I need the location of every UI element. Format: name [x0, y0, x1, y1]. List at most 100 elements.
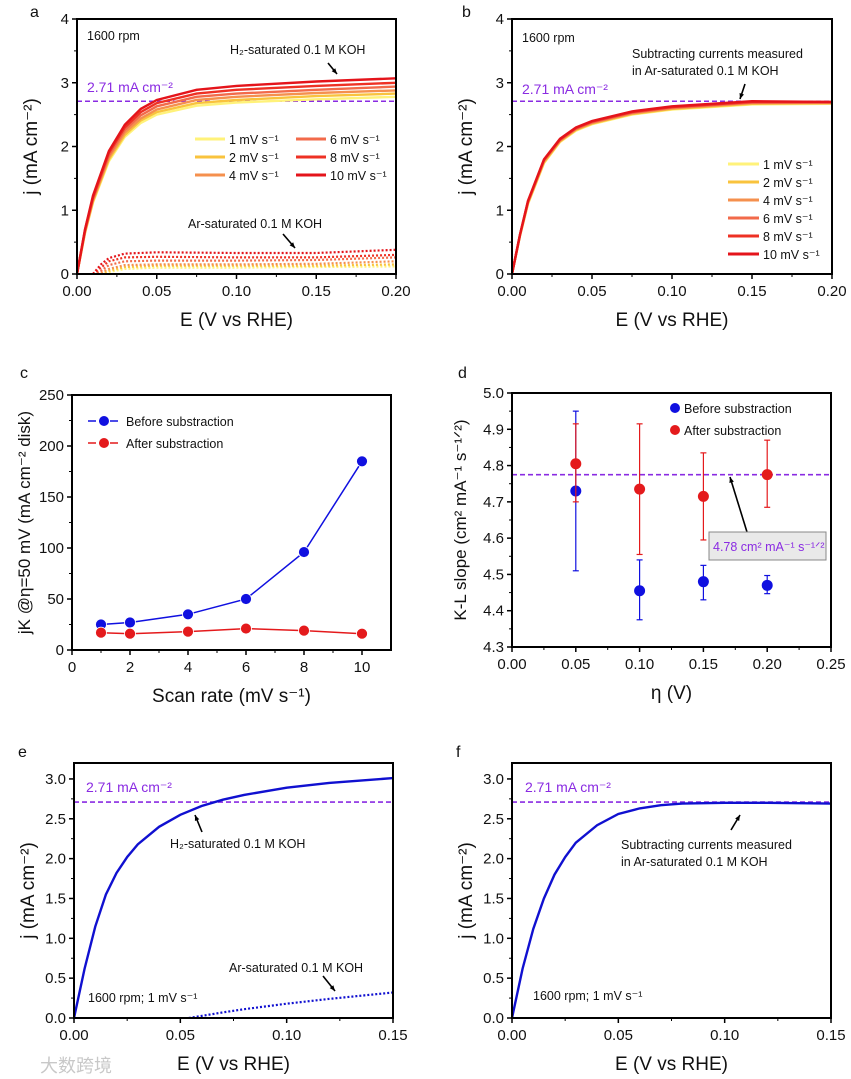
data-point	[697, 576, 709, 588]
x-tick-label: 8	[300, 659, 308, 676]
y-tick-label: 0.5	[483, 970, 504, 987]
y-tick-label: 3	[496, 75, 504, 92]
y-tick-label: 1	[61, 202, 69, 219]
legend-label: After substraction	[126, 437, 223, 451]
x-tick-label: 0.00	[497, 1027, 526, 1044]
y-tick-label: 0	[496, 266, 504, 283]
annotation-rpm: 1600 rpm	[87, 29, 140, 43]
legend-label: 2 mV s⁻¹	[763, 176, 813, 190]
plot-frame	[511, 762, 832, 1019]
y-tick-label: 4.9	[483, 421, 504, 438]
panel-d: d	[458, 365, 832, 652]
panel-label: a	[30, 4, 39, 21]
y-tick-label: 4.3	[483, 639, 504, 656]
x-tick-label: 0.10	[625, 656, 654, 673]
x-tick-label: 0.05	[577, 283, 606, 300]
y-tick-label: 2	[61, 139, 69, 156]
x-tick-label: 0.10	[222, 283, 251, 300]
y-tick-label: 0.0	[45, 1010, 66, 1027]
annotation-h2: H₂-saturated 0.1 M KOH	[170, 837, 305, 851]
y-axis-title: K-L slope (cm² mA⁻¹ s⁻¹ᐟ²)	[451, 419, 470, 620]
annotation-rpm: 1600 rpm	[522, 31, 575, 45]
legend-marker	[99, 416, 109, 426]
panel-label: b	[462, 4, 471, 21]
legend-label: 10 mV s⁻¹	[330, 169, 387, 183]
data-point	[182, 625, 194, 638]
x-tick-label: 0.05	[604, 1027, 633, 1044]
ar-series-line	[92, 253, 396, 274]
x-tick-label: 0.10	[657, 283, 686, 300]
arrow-head-icon	[729, 477, 734, 483]
series-line	[100, 460, 363, 626]
y-tick-label: 4.7	[483, 494, 504, 511]
x-tick-label: 4	[184, 659, 192, 676]
plot-frame	[511, 18, 833, 275]
x-tick-label: 0.15	[689, 656, 718, 673]
y-tick-label: 2.0	[45, 851, 66, 868]
y-tick-label: 250	[39, 387, 64, 404]
data-point	[240, 622, 252, 635]
y-tick-label: 4	[496, 11, 504, 28]
panel-f: f	[456, 744, 832, 1023]
plot-area	[512, 99, 832, 274]
y-tick-label: 1	[496, 202, 504, 219]
x-axis-title: η (V)	[651, 683, 692, 704]
y-axis-title: j (mA cm⁻²)	[21, 98, 42, 196]
y-tick-label: 0	[61, 266, 69, 283]
x-tick-label: 0.15	[737, 283, 766, 300]
ar-series-line	[92, 256, 396, 274]
x-tick-label: 0.20	[817, 283, 846, 300]
x-tick-label: 0.20	[381, 283, 410, 300]
data-point	[356, 455, 368, 468]
reference-label: 2.71 mA cm⁻²	[86, 779, 172, 795]
x-tick-label: 0.25	[816, 656, 845, 673]
x-tick-label: 0.00	[59, 1027, 88, 1044]
x-axis-title: E (V vs RHE)	[177, 1054, 290, 1075]
plot-frame	[511, 392, 832, 648]
annotation-subtract-1: Subtracting currents measured	[621, 838, 792, 852]
data-point	[298, 546, 310, 558]
reference-label: 2.71 mA cm⁻²	[522, 81, 608, 97]
y-tick-label: 1.0	[45, 930, 66, 947]
data-point	[634, 585, 646, 597]
y-tick-label: 2	[496, 139, 504, 156]
data-point	[95, 626, 107, 639]
series-line	[74, 776, 393, 1018]
panel-e: e	[18, 744, 394, 1023]
annotation-rpm: 1600 rpm; 1 mV s⁻¹	[88, 991, 197, 1005]
legend-label: 10 mV s⁻¹	[763, 248, 820, 262]
reference-label: 4.78 cm² mA⁻¹ s⁻¹ᐟ²	[713, 540, 825, 554]
panel-b: b	[462, 4, 833, 279]
data-point	[570, 458, 582, 470]
y-axis-title: j (mA cm⁻²)	[456, 98, 477, 196]
x-tick-label: 10	[354, 659, 371, 676]
arrow-head-icon	[331, 68, 337, 74]
data-point	[634, 483, 646, 495]
data-point	[124, 627, 136, 640]
series-line	[77, 77, 396, 274]
x-axis-title: E (V vs RHE)	[615, 1054, 728, 1075]
y-tick-label: 2.5	[45, 811, 66, 828]
data-point	[298, 624, 310, 637]
legend-label: Before substraction	[684, 402, 792, 416]
data-point	[697, 490, 709, 502]
panel-a: a	[30, 4, 397, 279]
y-tick-label: 200	[39, 438, 64, 455]
panel-c: c	[20, 365, 392, 655]
y-tick-label: 150	[39, 489, 64, 506]
legend-label: 6 mV s⁻¹	[330, 133, 380, 147]
x-tick-label: 0.05	[142, 283, 171, 300]
x-tick-label: 0.15	[378, 1027, 407, 1044]
annotation-subtract-2: in Ar-saturated 0.1 M KOH	[632, 64, 779, 78]
y-tick-label: 3.0	[45, 771, 66, 788]
legend-label: Before substraction	[126, 415, 234, 429]
plot-area	[74, 776, 393, 1018]
panel-label: f	[456, 744, 461, 761]
plot-area	[100, 460, 363, 635]
watermark-logo: 大数跨境	[40, 1056, 112, 1076]
x-tick-label: 0.00	[497, 283, 526, 300]
legend-label: 4 mV s⁻¹	[763, 194, 813, 208]
y-tick-label: 0.0	[483, 1010, 504, 1027]
y-tick-label: 3.0	[483, 771, 504, 788]
annotation-ar: Ar-saturated 0.1 M KOH	[229, 961, 363, 975]
